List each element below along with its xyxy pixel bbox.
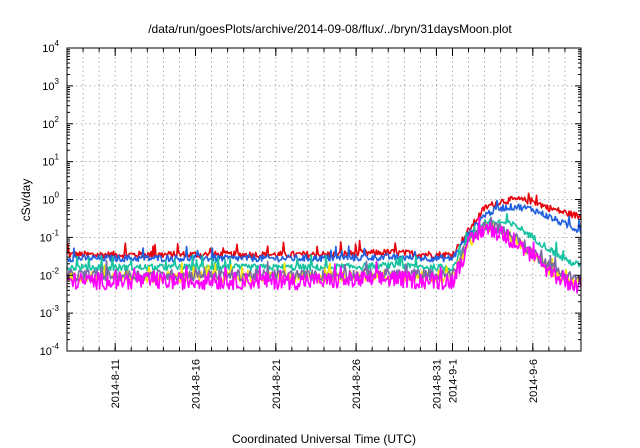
y-tick-label: 104 [42,39,59,55]
y-tick-label: 102 [42,115,59,131]
series-group [66,192,582,294]
y-axis-label: cSv/day [19,179,33,222]
x-tick-label: 2014-8-11 [110,359,122,408]
x-tick-label: 2014-8-31 [431,359,443,409]
series-line-2 [66,199,582,263]
x-tick-label: 2014-9-1 [448,359,460,403]
x-tick-label: 2014-8-21 [271,359,283,409]
x-tick-label: 2014-8-26 [351,359,363,409]
y-tick-label: 10-1 [40,228,60,244]
y-tick-label: 10-2 [40,266,60,282]
y-tick-label: 101 [42,153,59,169]
grid-lines [67,48,581,351]
x-tick-label: 2014-8-16 [191,359,203,409]
y-tick-label: 10-3 [40,304,60,320]
y-tick-label: 10-4 [40,342,60,358]
chart-title: /data/run/goesPlots/archive/2014-09-08/f… [148,22,512,36]
y-tick-label: 100 [42,191,59,207]
series-line-5 [66,216,582,284]
series-line-6 [66,216,582,294]
x-axis-label: Coordinated Universal Time (UTC) [232,432,416,446]
series-line-1 [66,192,582,259]
x-tick-label: 2014-9-6 [528,359,540,403]
axis-ticks: 10-4 10-3 10-2 10-1 100 101 102 103 104 2014-8-11… [40,39,581,409]
y-tick-label: 103 [42,77,59,93]
